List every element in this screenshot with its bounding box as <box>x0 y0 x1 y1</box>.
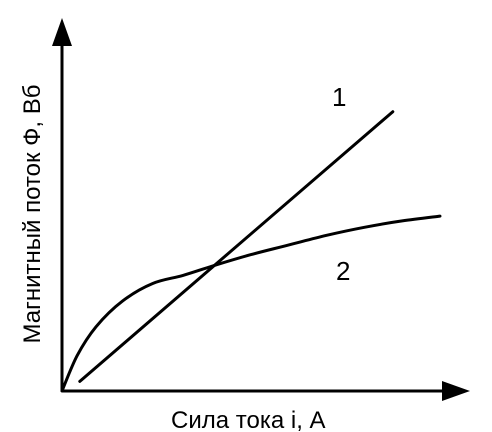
y-axis-label: Магнитный поток Ф, Вб <box>19 85 46 344</box>
series-2-line <box>60 214 442 393</box>
x-axis-label: Сила тока i, А <box>171 407 326 432</box>
y-axis-arrow-icon <box>52 18 72 46</box>
series-label-1: 1 <box>332 82 346 112</box>
x-axis-arrow-icon <box>442 381 470 401</box>
series-label-2: 2 <box>336 256 350 286</box>
series-1-line <box>78 110 395 383</box>
series-group <box>60 110 442 393</box>
